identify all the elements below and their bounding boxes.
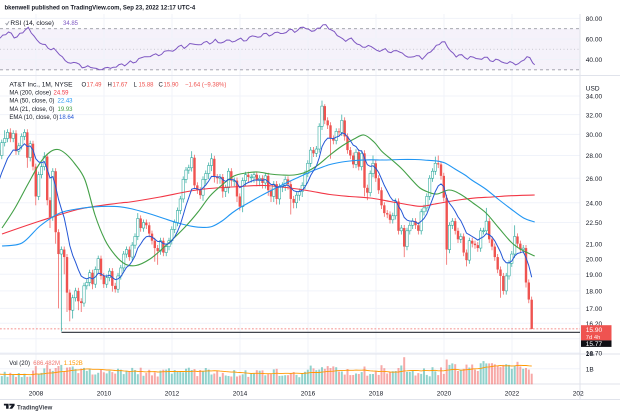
svg-text:MA (200, close): MA (200, close): [9, 90, 51, 96]
svg-text:USD: USD: [586, 85, 600, 92]
svg-text:28.00: 28.00: [586, 153, 603, 160]
svg-text:2B: 2B: [586, 351, 594, 358]
svg-text:EMA (10, close, 0): EMA (10, close, 0): [9, 115, 58, 121]
svg-text:16.20: 16.20: [586, 321, 603, 328]
svg-text:18.64: 18.64: [59, 115, 75, 121]
svg-text:L: L: [134, 82, 138, 88]
svg-text:686.482M: 686.482M: [33, 361, 60, 367]
svg-text:24.59: 24.59: [54, 90, 70, 96]
svg-text:17.49: 17.49: [87, 82, 103, 88]
svg-text:15.77: 15.77: [586, 341, 603, 348]
svg-text:17.00: 17.00: [586, 306, 603, 313]
svg-text:H: H: [108, 82, 112, 88]
svg-text:2020: 2020: [437, 390, 452, 397]
svg-text:MA (50, close, 0): MA (50, close, 0): [9, 99, 54, 105]
svg-text:2022: 2022: [505, 390, 520, 397]
svg-text:15.90: 15.90: [164, 82, 180, 88]
svg-text:2010: 2010: [97, 390, 112, 397]
svg-text:TradingView: TradingView: [17, 405, 53, 411]
svg-text:2016: 2016: [301, 390, 316, 397]
svg-text:2024: 2024: [573, 390, 588, 397]
svg-text:O: O: [82, 82, 87, 88]
svg-text:RSI (14, close): RSI (14, close): [10, 20, 54, 27]
svg-text:60.00: 60.00: [586, 37, 603, 44]
svg-text:Vol (20): Vol (20): [9, 361, 30, 367]
svg-text:−1.64 (−9.38%): −1.64 (−9.38%): [185, 82, 226, 88]
svg-text:15.88: 15.88: [139, 82, 155, 88]
svg-text:2014: 2014: [233, 390, 248, 397]
svg-text:14.70: 14.70: [586, 351, 603, 358]
svg-text:22.50: 22.50: [586, 220, 603, 227]
svg-text:AT&T Inc., 1M, NYSE: AT&T Inc., 1M, NYSE: [9, 81, 73, 88]
svg-text:20.00: 20.00: [586, 256, 603, 263]
svg-text:1B: 1B: [586, 367, 594, 374]
svg-text:15.90: 15.90: [586, 327, 603, 334]
svg-text:2012: 2012: [165, 390, 180, 397]
svg-text:40.00: 40.00: [586, 57, 603, 64]
svg-text:34.85: 34.85: [63, 21, 79, 27]
svg-text:17.67: 17.67: [113, 82, 129, 88]
svg-text:2018: 2018: [369, 390, 384, 397]
svg-text:MA (21, close, 0): MA (21, close, 0): [9, 107, 54, 113]
svg-text:C: C: [159, 82, 164, 88]
svg-text:21.00: 21.00: [586, 241, 603, 248]
svg-text:32.00: 32.00: [586, 112, 603, 119]
svg-text:80.00: 80.00: [586, 16, 603, 23]
svg-text:19.00: 19.00: [586, 272, 603, 279]
svg-text:34.00: 34.00: [586, 94, 603, 101]
svg-text:1.152B: 1.152B: [64, 361, 83, 367]
svg-text:bkenwell published on TradingV: bkenwell published on TradingView.com, S…: [5, 6, 196, 12]
svg-text:30.00: 30.00: [586, 132, 603, 139]
svg-text:22.43: 22.43: [58, 99, 74, 105]
svg-text:24.00: 24.00: [586, 200, 603, 207]
svg-text:26.00: 26.00: [586, 176, 603, 183]
svg-text:2008: 2008: [29, 390, 44, 397]
svg-text:18.00: 18.00: [586, 289, 603, 296]
svg-text:19.93: 19.93: [58, 107, 74, 113]
svg-text:7d 4h: 7d 4h: [586, 335, 601, 341]
